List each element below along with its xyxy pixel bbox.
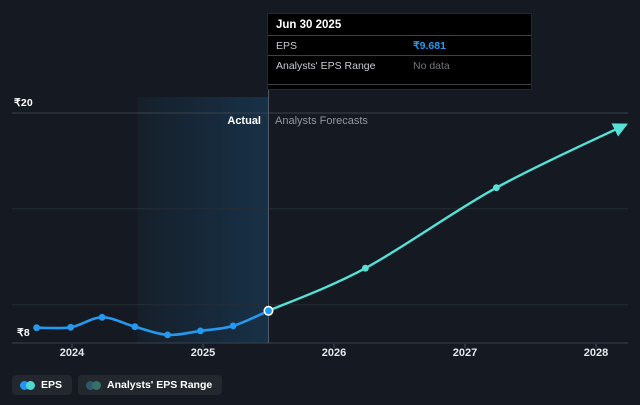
legend-toggle-eps[interactable]: EPS <box>12 375 73 395</box>
legend-range-label: Analysts' EPS Range <box>107 379 213 391</box>
legend-toggle-analysts-eps-range[interactable]: Analysts' EPS Range <box>78 375 223 395</box>
y-axis-label-bottom: ₹8 <box>15 327 32 339</box>
chart-tooltip: Jun 30 2025 EPS ₹9.681 Analysts' EPS Ran… <box>267 13 532 90</box>
eps-range-series-icon <box>86 380 102 390</box>
eps-series-icon <box>20 380 35 390</box>
x-axis-label: 2027 <box>452 347 478 359</box>
tooltip-range-value: No data <box>413 59 450 72</box>
chart-legend: EPS Analysts' EPS Range <box>12 375 223 395</box>
legend-eps-label: EPS <box>41 379 63 391</box>
tooltip-date: Jun 30 2025 <box>268 14 531 36</box>
x-axis-label: 2025 <box>190 347 216 359</box>
x-axis-label: 2028 <box>583 347 609 359</box>
tooltip-eps-label: EPS <box>276 39 298 52</box>
tooltip-footer-divider <box>268 84 531 89</box>
tooltip-eps-value: ₹9.681 <box>413 39 446 52</box>
tooltip-row-eps: EPS ₹9.681 <box>268 36 531 56</box>
zone-label-forecast: Analysts Forecasts <box>275 115 368 127</box>
x-axis-label: 2024 <box>59 347 85 359</box>
tooltip-range-label: Analysts' EPS Range <box>276 59 376 72</box>
tooltip-row-range: Analysts' EPS Range No data <box>268 56 531 75</box>
zone-label-actual: Actual <box>227 115 261 127</box>
y-axis-label-top: ₹20 <box>14 97 33 109</box>
x-axis-label: 2026 <box>321 347 347 359</box>
